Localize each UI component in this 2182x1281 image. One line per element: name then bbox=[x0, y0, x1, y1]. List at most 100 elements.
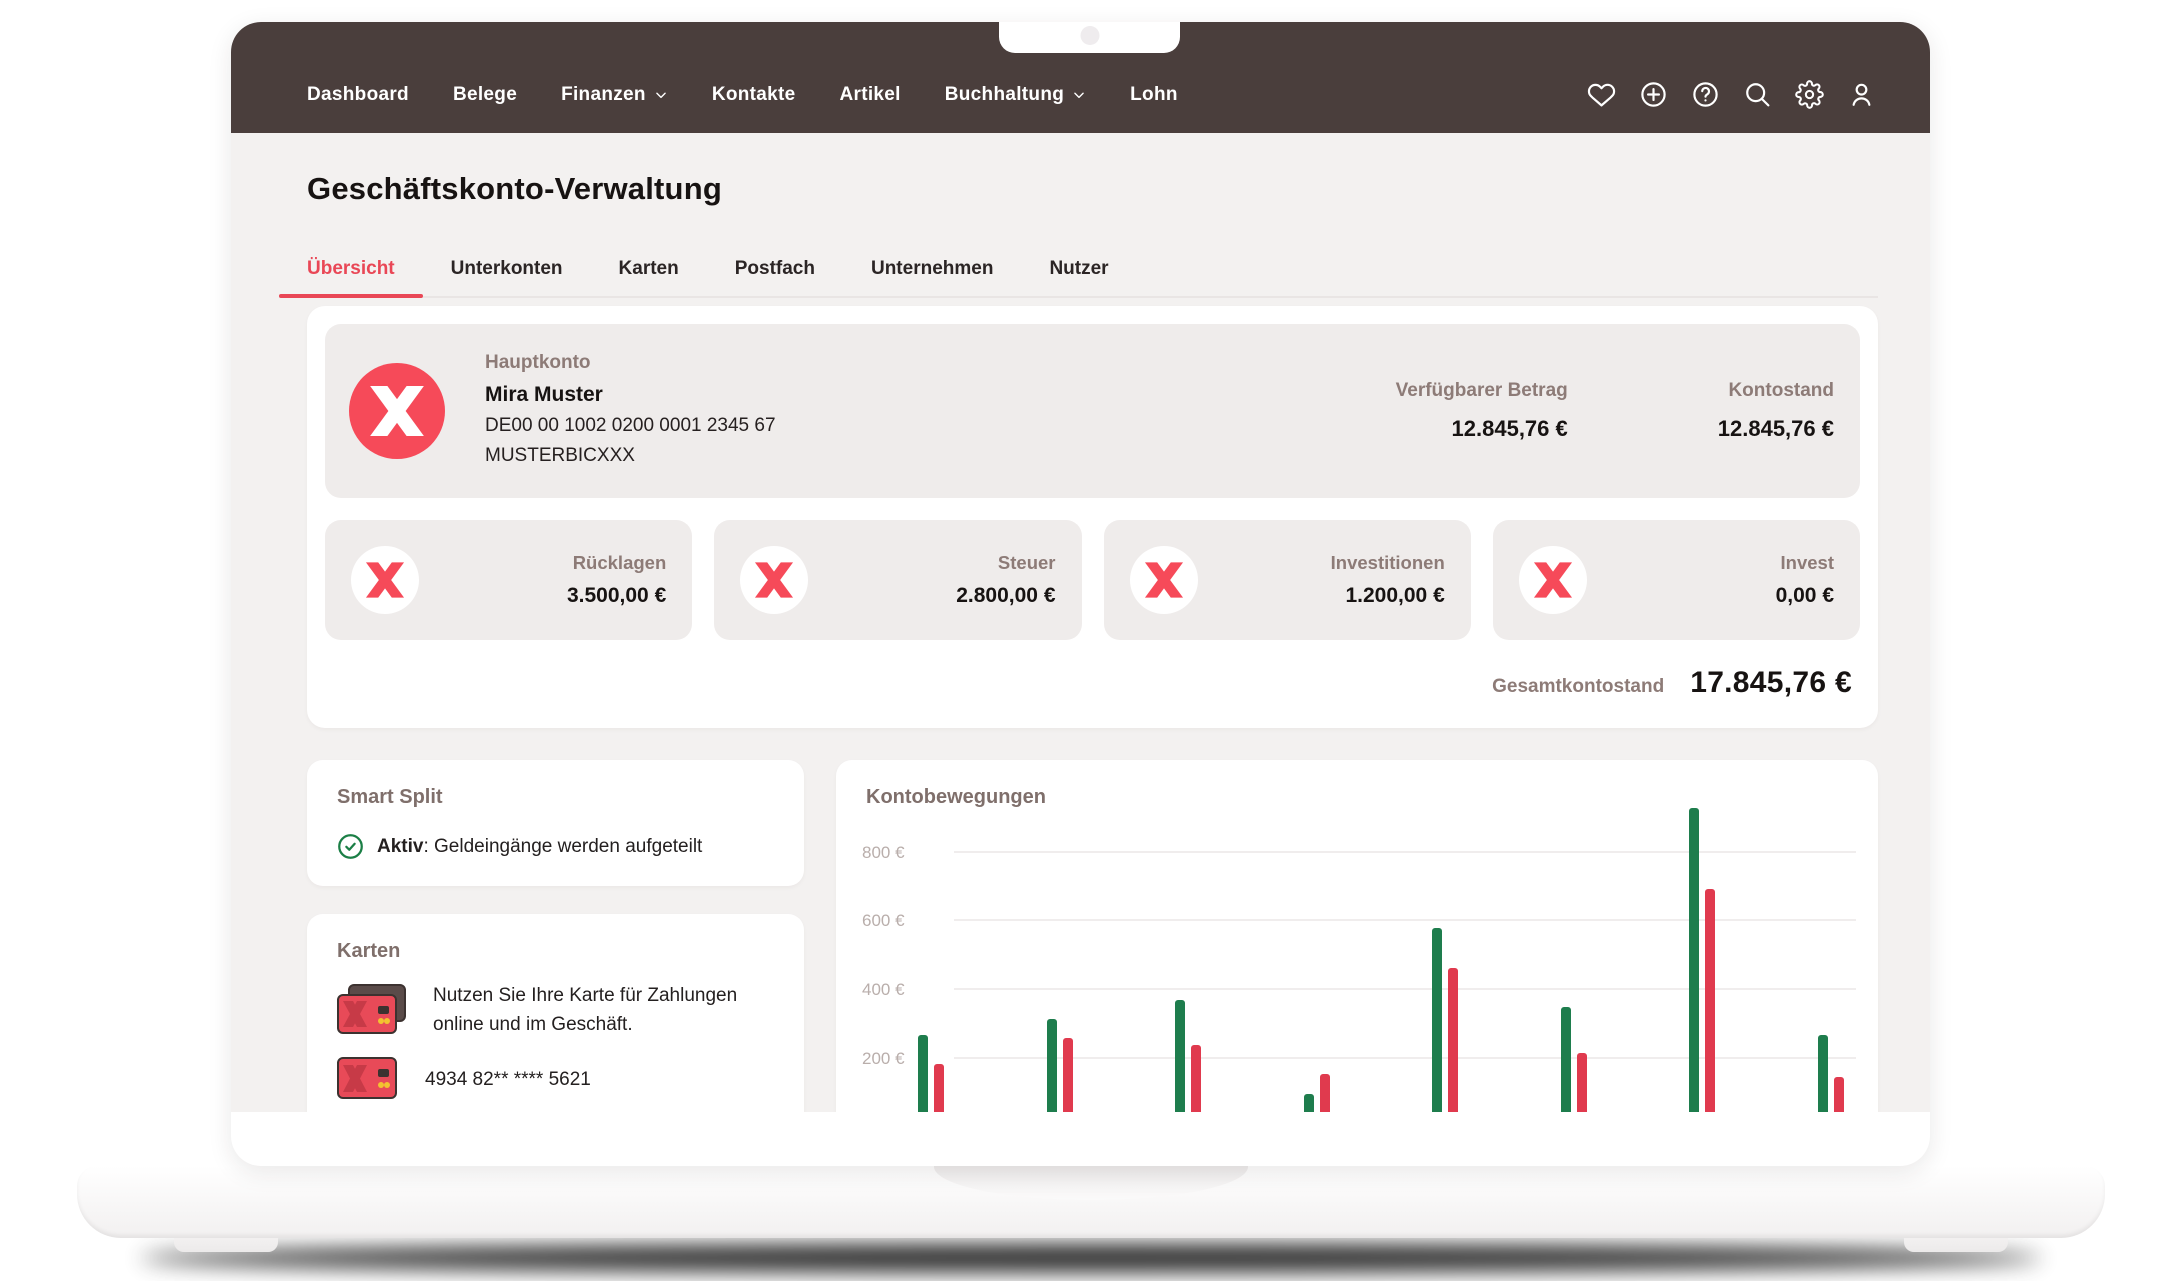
bar-series-red[interactable] bbox=[1319, 1073, 1330, 1112]
nav-item-buchhaltung[interactable]: Buchhaltung bbox=[945, 84, 1086, 106]
lexware-x-logo-icon bbox=[351, 546, 419, 614]
chevron-down-icon bbox=[656, 92, 666, 98]
bar-series-red[interactable] bbox=[1833, 1077, 1844, 1112]
bar-series-red[interactable] bbox=[1576, 1053, 1587, 1112]
available-amount-block: Verfügbarer Betrag 12.845,76 € bbox=[1396, 380, 1568, 442]
lexware-x-logo-icon bbox=[349, 363, 445, 459]
gear-icon[interactable] bbox=[1795, 80, 1824, 109]
laptop-camera-icon bbox=[1080, 26, 1099, 45]
bar-series-green[interactable] bbox=[1817, 1034, 1828, 1112]
account-icon[interactable] bbox=[1847, 80, 1876, 109]
main-account-card[interactable]: Hauptkonto Mira Muster DE00 00 1002 0200… bbox=[325, 324, 1860, 498]
tab-karten[interactable]: Karten bbox=[618, 258, 679, 279]
help-circle-icon[interactable] bbox=[1691, 80, 1720, 109]
bar-groups bbox=[918, 775, 1844, 1112]
plus-circle-icon[interactable] bbox=[1639, 80, 1668, 109]
nav-item-dashboard[interactable]: Dashboard bbox=[307, 83, 409, 105]
bar-group bbox=[1303, 1073, 1330, 1112]
tab-unternehmen[interactable]: Unternehmen bbox=[870, 258, 994, 279]
bar-group bbox=[1817, 1034, 1844, 1112]
gridline bbox=[954, 919, 1856, 922]
account-movements-chart-card: Kontobewegungen 800 € 600 € 400 € 200 € bbox=[836, 760, 1878, 1112]
main-account-label: Hauptkonto bbox=[485, 351, 591, 373]
bar-group bbox=[1175, 1000, 1202, 1112]
nav-item-belege[interactable]: Belege bbox=[452, 83, 518, 105]
card-list-item[interactable]: Nutzen Sie Ihre Karte für Zahlungen onli… bbox=[337, 981, 774, 1039]
bar-series-red[interactable] bbox=[1062, 1037, 1073, 1112]
bar-series-green[interactable] bbox=[1175, 1000, 1186, 1112]
gridline bbox=[954, 1056, 1856, 1059]
check-circle-icon bbox=[338, 834, 363, 859]
nav-item-kontakte[interactable]: Kontakte bbox=[711, 83, 796, 105]
card-item-text: 4934 82** **** 5621 bbox=[425, 1068, 591, 1090]
smart-split-status-text: Aktiv: Geldeingänge werden aufgeteilt bbox=[377, 835, 703, 857]
smart-split-card: Smart Split Aktiv: Geldeingänge werden a… bbox=[307, 760, 804, 886]
tab-postfach[interactable]: Postfach bbox=[734, 258, 815, 279]
gridline bbox=[954, 987, 1856, 990]
bar-series-red[interactable] bbox=[1448, 967, 1459, 1112]
main-nav: Dashboard Belege Finanzen Kontakte Artikel Bu… bbox=[307, 84, 1178, 106]
bar-group bbox=[918, 1034, 944, 1112]
bar-series-green[interactable] bbox=[918, 1034, 928, 1112]
nav-item-lohn[interactable]: Lohn bbox=[1130, 83, 1178, 105]
gridline bbox=[954, 850, 1856, 853]
nav-item-finanzen[interactable]: Finanzen bbox=[561, 84, 668, 106]
smart-split-title: Smart Split bbox=[337, 786, 443, 808]
bar-series-red[interactable] bbox=[1191, 1044, 1202, 1112]
search-icon[interactable] bbox=[1743, 80, 1772, 109]
page-content: Geschäftskonto-Verwaltung Übersicht Unter… bbox=[231, 133, 1930, 1112]
bar-group bbox=[1432, 928, 1459, 1112]
main-account-info: Hauptkonto Mira Muster DE00 00 1002 0200… bbox=[485, 352, 776, 471]
subaccount-tile-invest[interactable]: Invest 0,00 € bbox=[1492, 520, 1860, 640]
subaccount-label: Invest bbox=[1780, 552, 1834, 573]
lower-section: Smart Split Aktiv: Geldeingänge werden a… bbox=[307, 760, 1878, 1112]
balance-amount-block: Kontostand 12.845,76 € bbox=[1718, 380, 1834, 442]
bar-series-green[interactable] bbox=[1689, 808, 1700, 1112]
app-header: Dashboard Belege Finanzen Kontakte Artikel Bu… bbox=[231, 22, 1930, 133]
subaccount-label: Rücklagen bbox=[572, 552, 667, 573]
account-holder: Mira Muster bbox=[485, 382, 603, 406]
available-value: 12.845,76 € bbox=[1451, 416, 1568, 441]
heart-icon[interactable] bbox=[1587, 80, 1616, 109]
tab-nutzer[interactable]: Nutzer bbox=[1049, 258, 1109, 279]
nav-item-artikel[interactable]: Artikel bbox=[839, 83, 901, 105]
subaccount-value: 2.800,00 € bbox=[956, 584, 1056, 607]
y-axis-tick: 200 € bbox=[862, 1048, 905, 1068]
lexware-x-logo-icon bbox=[1129, 546, 1198, 614]
left-column: Smart Split Aktiv: Geldeingänge werden a… bbox=[307, 760, 804, 1112]
account-iban: DE00 00 1002 0200 0001 2345 67 bbox=[485, 414, 776, 436]
subaccount-info: Steuer 2.800,00 € bbox=[956, 552, 1055, 608]
subaccount-info: Rücklagen 3.500,00 € bbox=[567, 552, 666, 608]
main-account-amounts: Verfügbarer Betrag 12.845,76 € Kontostan… bbox=[1396, 380, 1836, 442]
subaccount-tile-rücklagen[interactable]: Rücklagen 3.500,00 € bbox=[325, 520, 693, 640]
bar-series-green[interactable] bbox=[1046, 1019, 1057, 1112]
cards-card: Karten Nutzen Sie Ihre Karte für Zahlung… bbox=[307, 914, 804, 1112]
cards-title: Karten bbox=[337, 940, 401, 962]
subaccount-value: 0,00 € bbox=[1775, 584, 1834, 607]
laptop-notch bbox=[999, 22, 1180, 53]
y-axis-tick: 400 € bbox=[862, 979, 905, 999]
bar-series-red[interactable] bbox=[934, 1063, 944, 1112]
tab-übersicht[interactable]: Übersicht bbox=[279, 243, 423, 298]
total-balance-value: 17.845,76 € bbox=[1690, 666, 1852, 699]
y-axis-tick: 600 € bbox=[862, 911, 905, 931]
tab-bar: Übersicht Unterkonten Karten Postfach Untern… bbox=[279, 243, 1878, 298]
subaccount-info: Investitionen 1.200,00 € bbox=[1331, 552, 1445, 608]
header-icons bbox=[1587, 80, 1876, 109]
subaccount-label: Steuer bbox=[997, 552, 1056, 573]
page-title: Geschäftskonto-Verwaltung bbox=[307, 171, 722, 206]
bar-series-green[interactable] bbox=[1303, 1094, 1314, 1112]
laptop-base bbox=[77, 1166, 2105, 1238]
subaccount-tile-investitionen[interactable]: Investitionen 1.200,00 € bbox=[1103, 520, 1471, 640]
subaccount-tiles: Rücklagen 3.500,00 € Steuer 2.800,00 € Inv… bbox=[325, 520, 1860, 640]
card-list-item[interactable]: 4934 82** **** 5621 bbox=[337, 1057, 774, 1101]
laptop-shadow bbox=[140, 1244, 2042, 1272]
bar-series-red[interactable] bbox=[1705, 888, 1716, 1112]
total-balance-row: Gesamtkontostand 17.845,76 € bbox=[325, 640, 1860, 710]
balance-label: Kontostand bbox=[1728, 380, 1834, 401]
total-balance-label: Gesamtkontostand bbox=[1492, 676, 1665, 697]
bar-series-green[interactable] bbox=[1560, 1007, 1571, 1112]
tab-unterkonten[interactable]: Unterkonten bbox=[450, 258, 563, 279]
bar-series-green[interactable] bbox=[1432, 928, 1443, 1112]
subaccount-tile-steuer[interactable]: Steuer 2.800,00 € bbox=[714, 520, 1082, 640]
